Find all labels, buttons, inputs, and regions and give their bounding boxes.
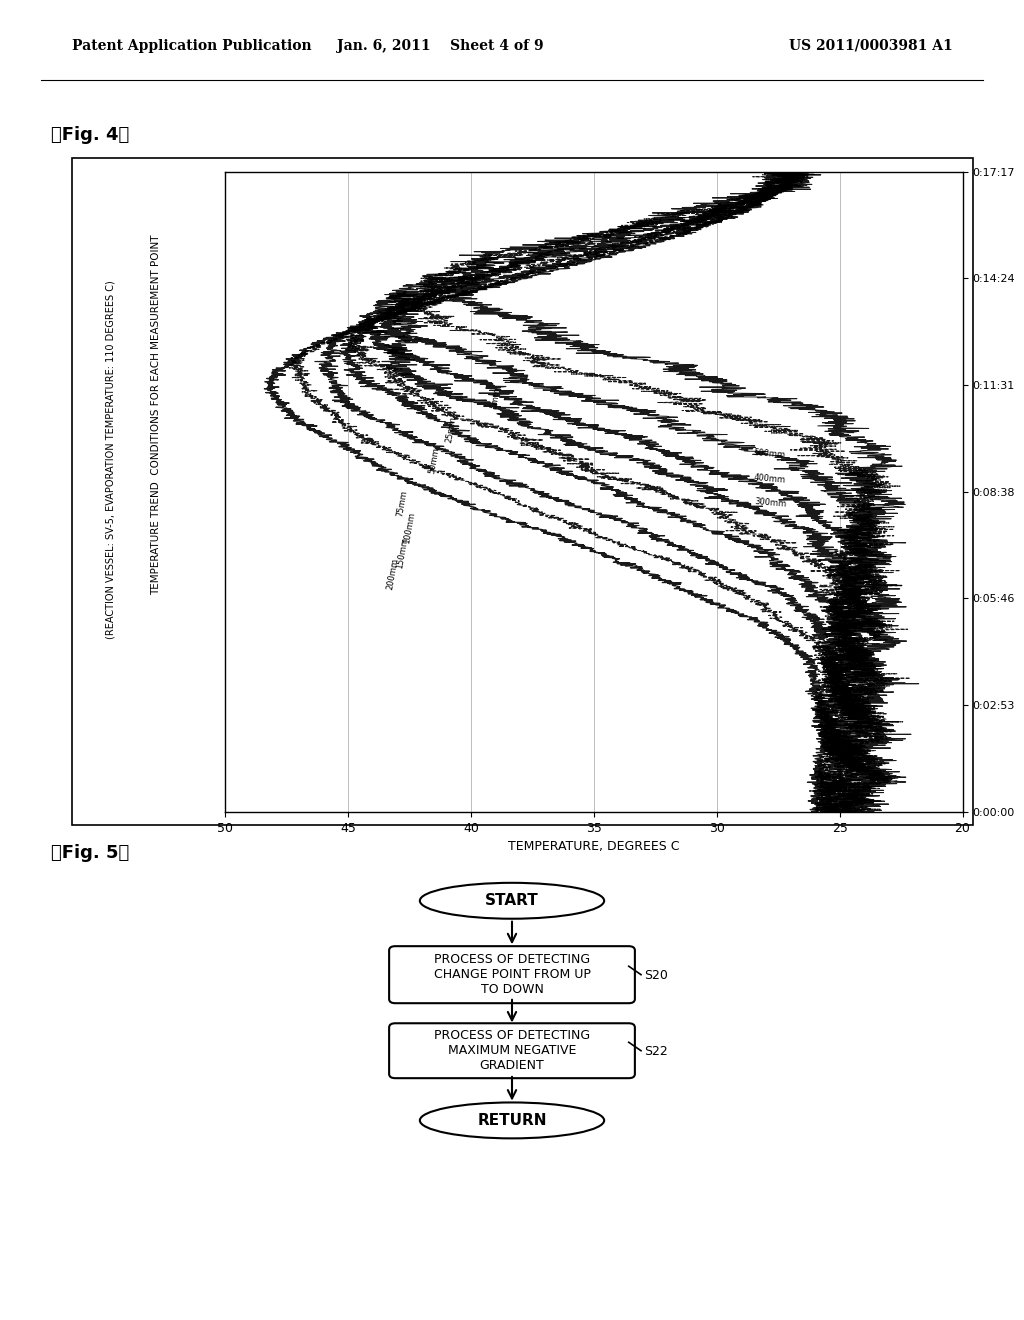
- Text: 5mm: 5mm: [489, 387, 502, 409]
- Text: Jan. 6, 2011    Sheet 4 of 9: Jan. 6, 2011 Sheet 4 of 9: [337, 38, 544, 53]
- Ellipse shape: [420, 1102, 604, 1138]
- Text: 100mm: 100mm: [402, 511, 417, 544]
- Text: 400mm: 400mm: [754, 473, 786, 484]
- Text: RETURN: RETURN: [477, 1113, 547, 1127]
- Text: 500mm: 500mm: [754, 447, 786, 459]
- Text: 50mm: 50mm: [427, 446, 441, 474]
- Text: S22: S22: [644, 1045, 668, 1059]
- Text: 【Fig. 5】: 【Fig. 5】: [51, 843, 129, 862]
- Text: S20: S20: [644, 969, 668, 982]
- Text: (REACTION VESSEL: SV-5, EVAPORATION TEMPERATURE: 110 DEGREES C): (REACTION VESSEL: SV-5, EVAPORATION TEMP…: [105, 280, 115, 639]
- Text: 25mm: 25mm: [444, 414, 458, 444]
- Text: US 2011/0003981 A1: US 2011/0003981 A1: [788, 38, 952, 53]
- Text: Patent Application Publication: Patent Application Publication: [72, 38, 311, 53]
- Text: 【Fig. 4】: 【Fig. 4】: [51, 127, 129, 144]
- Text: 200mm: 200mm: [385, 557, 399, 590]
- Text: START: START: [485, 894, 539, 908]
- Text: 300mm: 300mm: [754, 498, 786, 510]
- Text: PROCESS OF DETECTING
CHANGE POINT FROM UP
TO DOWN: PROCESS OF DETECTING CHANGE POINT FROM U…: [433, 953, 591, 997]
- Text: TEMPERATURE TREND  CONDITIONS FOR EACH MEASUREMENT POINT: TEMPERATURE TREND CONDITIONS FOR EACH ME…: [152, 235, 161, 595]
- X-axis label: TEMPERATURE, DEGREES C: TEMPERATURE, DEGREES C: [508, 840, 680, 853]
- Text: 75mm: 75mm: [395, 490, 409, 517]
- Text: 150mm: 150mm: [395, 536, 410, 569]
- Ellipse shape: [420, 883, 604, 919]
- Text: PROCESS OF DETECTING
MAXIMUM NEGATIVE
GRADIENT: PROCESS OF DETECTING MAXIMUM NEGATIVE GR…: [434, 1030, 590, 1072]
- FancyBboxPatch shape: [389, 946, 635, 1003]
- FancyBboxPatch shape: [389, 1023, 635, 1078]
